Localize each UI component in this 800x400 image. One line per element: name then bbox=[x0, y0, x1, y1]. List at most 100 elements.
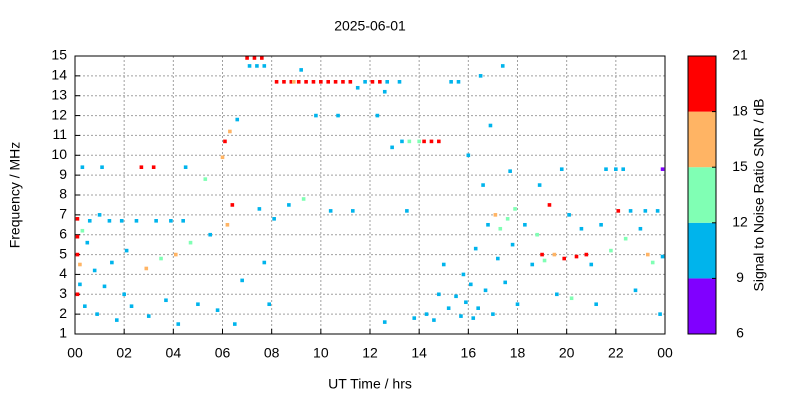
y-tick-label: 4 bbox=[59, 265, 67, 281]
data-point bbox=[370, 80, 375, 84]
data-point bbox=[655, 209, 660, 213]
data-point bbox=[164, 298, 168, 303]
data-point bbox=[110, 260, 114, 265]
data-point bbox=[540, 252, 544, 257]
data-point bbox=[188, 240, 193, 245]
data-point bbox=[623, 236, 628, 241]
data-point bbox=[114, 318, 119, 322]
data-point bbox=[245, 56, 249, 60]
data-point bbox=[134, 219, 139, 223]
data-point bbox=[614, 167, 618, 171]
data-point bbox=[348, 80, 353, 84]
y-tick-label: 2 bbox=[59, 305, 67, 321]
data-point bbox=[247, 64, 252, 68]
colorbar-segment bbox=[688, 278, 716, 334]
data-point bbox=[183, 165, 188, 169]
data-point bbox=[643, 209, 648, 213]
data-point bbox=[660, 254, 665, 259]
data-point bbox=[515, 302, 520, 307]
data-point bbox=[282, 80, 286, 84]
data-point bbox=[547, 203, 552, 207]
data-point bbox=[80, 228, 85, 233]
data-point bbox=[257, 207, 262, 211]
colorbar-segment bbox=[688, 111, 716, 168]
data-point bbox=[102, 284, 107, 289]
data-point bbox=[255, 64, 259, 68]
data-point bbox=[422, 139, 426, 144]
data-point bbox=[397, 80, 402, 84]
colorbar-tick-label: 12 bbox=[732, 214, 748, 230]
data-point bbox=[412, 316, 417, 320]
data-point bbox=[296, 80, 301, 84]
y-tick-label: 13 bbox=[51, 86, 67, 102]
data-point bbox=[122, 292, 126, 297]
plot-frame bbox=[74, 55, 666, 335]
data-point bbox=[471, 316, 476, 320]
data-point bbox=[594, 302, 598, 307]
data-point bbox=[488, 123, 493, 128]
data-point bbox=[85, 240, 90, 245]
data-point bbox=[272, 217, 276, 221]
data-point bbox=[486, 222, 490, 227]
data-point bbox=[252, 56, 257, 60]
data-point bbox=[287, 203, 291, 207]
data-point bbox=[424, 312, 429, 316]
data-point bbox=[107, 219, 112, 223]
data-point bbox=[523, 222, 527, 227]
data-point bbox=[454, 294, 458, 299]
data-point bbox=[638, 226, 643, 231]
x-tick-label: 04 bbox=[166, 345, 182, 361]
data-point bbox=[505, 217, 510, 221]
data-point bbox=[500, 64, 505, 68]
data-point bbox=[75, 292, 80, 297]
y-tick-label: 15 bbox=[51, 47, 67, 63]
data-point bbox=[100, 165, 104, 169]
data-point bbox=[240, 278, 244, 283]
data-point bbox=[456, 80, 461, 84]
data-point bbox=[628, 209, 633, 213]
data-point bbox=[225, 222, 230, 227]
data-point bbox=[215, 308, 220, 312]
data-point bbox=[336, 113, 340, 118]
data-point bbox=[468, 282, 473, 287]
x-tick-label: 02 bbox=[116, 345, 132, 361]
data-point bbox=[350, 209, 355, 213]
data-point bbox=[301, 197, 306, 201]
data-point bbox=[129, 304, 134, 308]
x-tick-label: 06 bbox=[215, 345, 231, 361]
data-point bbox=[151, 165, 156, 169]
data-point bbox=[208, 232, 213, 237]
data-point bbox=[75, 234, 80, 239]
x-tick-label: 18 bbox=[510, 345, 526, 361]
data-point bbox=[559, 167, 564, 171]
data-point bbox=[262, 260, 267, 265]
data-point bbox=[645, 252, 650, 257]
chart-title: 2025-06-01 bbox=[334, 18, 406, 34]
data-point bbox=[478, 74, 483, 78]
data-point bbox=[196, 302, 200, 307]
data-point bbox=[235, 117, 240, 122]
data-point bbox=[449, 80, 453, 84]
x-tick-label: 00 bbox=[657, 345, 673, 361]
data-point bbox=[385, 80, 390, 84]
data-point bbox=[173, 252, 178, 257]
data-point bbox=[461, 272, 466, 277]
data-point bbox=[83, 304, 87, 308]
data-point bbox=[291, 80, 296, 84]
colorbar-tick-label: 9 bbox=[736, 269, 744, 285]
y-tick-label: 9 bbox=[59, 166, 67, 182]
data-point bbox=[562, 256, 567, 261]
data-point bbox=[319, 80, 323, 84]
y-tick-label: 11 bbox=[52, 126, 67, 142]
y-tick-label: 12 bbox=[51, 106, 67, 122]
data-point bbox=[176, 322, 181, 326]
y-tick-label: 10 bbox=[51, 146, 67, 162]
data-point bbox=[355, 85, 360, 90]
colorbar-tick-label: 15 bbox=[732, 158, 748, 174]
data-point bbox=[228, 129, 232, 134]
data-point bbox=[493, 213, 498, 217]
data-point bbox=[579, 226, 584, 231]
data-point bbox=[159, 256, 163, 261]
data-point bbox=[466, 153, 471, 158]
